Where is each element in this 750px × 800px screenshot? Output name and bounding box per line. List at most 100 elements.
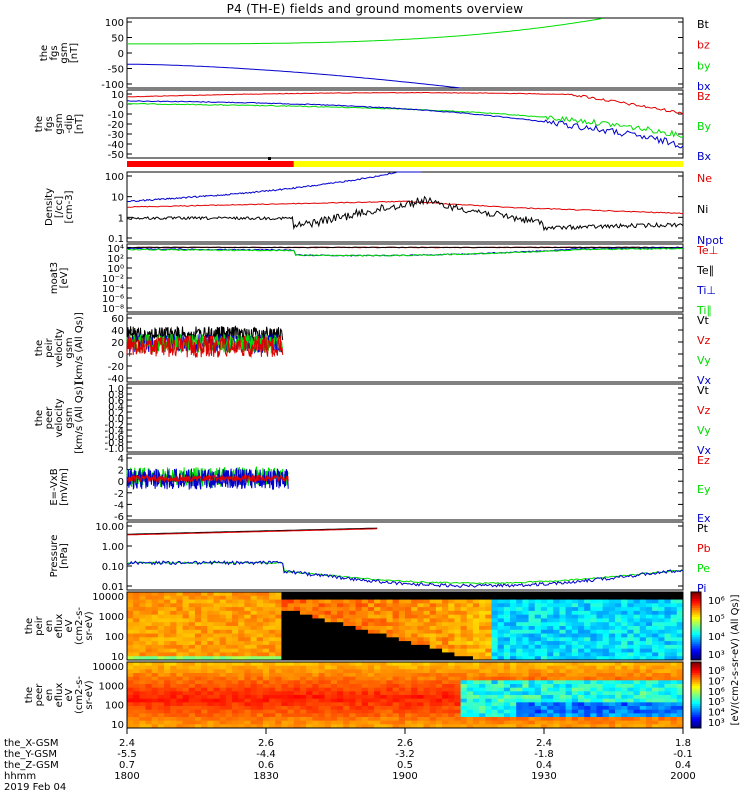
spectrogram-cell bbox=[355, 622, 363, 627]
spectrogram-cell bbox=[176, 633, 183, 638]
colorbar-cell bbox=[691, 610, 701, 613]
spectrogram-cell bbox=[448, 614, 455, 619]
spectrogram-cell bbox=[510, 687, 517, 692]
colorbar-cell bbox=[691, 717, 701, 720]
spectrogram-cell bbox=[448, 652, 455, 657]
spectrogram-cell bbox=[547, 595, 554, 600]
y-axis-label-line: [km/s (All Qs)] bbox=[74, 382, 85, 454]
spectrogram-cell bbox=[355, 724, 363, 729]
spectrogram-cell bbox=[658, 687, 665, 692]
spectrogram-cell bbox=[405, 622, 412, 627]
spectrogram-cell bbox=[139, 669, 146, 674]
spectrogram-cell bbox=[330, 648, 338, 653]
spectrogram-cell bbox=[250, 695, 258, 700]
spectrogram-cell bbox=[367, 662, 375, 667]
spectrogram-cell bbox=[188, 603, 196, 608]
spectrogram-cell bbox=[207, 656, 214, 661]
spectrogram-cell bbox=[442, 698, 449, 703]
spectrogram-cell bbox=[157, 641, 165, 646]
spectrogram-cell bbox=[435, 644, 443, 650]
spectrogram-cell bbox=[293, 724, 301, 729]
spectrogram-cell bbox=[269, 633, 276, 638]
spectrogram-cell bbox=[615, 603, 622, 608]
spectrogram-cell bbox=[516, 691, 523, 696]
spectrogram-cell bbox=[392, 622, 400, 627]
spectrogram-cell bbox=[194, 717, 202, 722]
spectrogram-cell bbox=[238, 595, 245, 600]
spectrogram-cell bbox=[608, 599, 616, 604]
spectrogram-cell bbox=[194, 724, 202, 729]
spectrogram-cell bbox=[565, 644, 573, 650]
spectrogram-cell bbox=[157, 603, 165, 608]
spectrogram-cell bbox=[293, 599, 301, 604]
spectrogram-cell bbox=[349, 652, 356, 657]
spectrogram-cell bbox=[355, 695, 363, 700]
spectrogram-cell bbox=[454, 626, 461, 631]
spectrogram-cell bbox=[164, 724, 171, 729]
spectrogram-cell bbox=[164, 691, 171, 696]
spectrogram-cell bbox=[256, 665, 264, 670]
colorbar-cell bbox=[691, 605, 701, 609]
spectrogram-cell bbox=[355, 595, 363, 600]
spectrogram-cell bbox=[658, 698, 665, 703]
spectrogram-cell bbox=[219, 637, 227, 642]
spectrogram-cell bbox=[386, 724, 394, 729]
spectrogram-cell bbox=[337, 698, 344, 703]
spectrogram-cell bbox=[584, 633, 591, 638]
spectrogram-cell bbox=[429, 680, 437, 685]
spectrogram-cell bbox=[151, 665, 159, 670]
spectrogram-cell bbox=[182, 622, 190, 627]
spectrogram-cell bbox=[380, 618, 387, 623]
spectrogram-cell bbox=[355, 706, 363, 711]
spectrogram-cell bbox=[466, 724, 474, 729]
ytick-label: 100 bbox=[105, 18, 124, 29]
spectrogram-cell bbox=[602, 652, 610, 657]
spectrogram-cell bbox=[590, 610, 597, 616]
spectrogram-cell bbox=[553, 684, 560, 689]
spectrogram-cell bbox=[485, 633, 492, 638]
spectrogram-cell bbox=[652, 665, 659, 670]
spectrogram-cell bbox=[145, 622, 153, 627]
spectrogram-cell bbox=[466, 684, 474, 689]
spectrogram-cell bbox=[639, 592, 647, 597]
spectrogram-cell bbox=[164, 648, 171, 653]
spectrogram-cell bbox=[194, 637, 202, 642]
spectrogram-cell bbox=[194, 629, 202, 634]
y-axis-label-line: -dip bbox=[64, 114, 75, 133]
spectrogram-cell bbox=[213, 687, 221, 692]
spectrogram-cell bbox=[287, 706, 295, 711]
spectrogram-cell bbox=[633, 669, 641, 674]
spectrogram-cell bbox=[405, 717, 412, 722]
spectrogram-cell bbox=[522, 641, 529, 646]
spectrogram-cell bbox=[133, 607, 140, 612]
spectrogram-cell bbox=[540, 626, 548, 631]
spectrogram-cell bbox=[145, 607, 153, 612]
spectrogram-cell bbox=[133, 644, 140, 650]
spectrogram-cell bbox=[540, 709, 548, 714]
spectrogram-cell bbox=[337, 709, 344, 714]
spectrogram-cell bbox=[164, 676, 171, 681]
spectrogram-cell bbox=[232, 599, 239, 604]
spectrogram-cell bbox=[139, 629, 146, 634]
spectrogram-cell bbox=[207, 724, 214, 729]
spectrogram-cell bbox=[652, 691, 659, 696]
spectrogram-cell bbox=[182, 626, 190, 631]
spectrogram-cell bbox=[194, 644, 202, 650]
spectrogram-cell bbox=[349, 706, 356, 711]
spectrogram-cell bbox=[275, 706, 282, 711]
spectrogram-cell bbox=[293, 713, 301, 718]
spectrogram-cell bbox=[238, 637, 245, 642]
spectrogram-cell bbox=[485, 709, 492, 714]
spectrogram-cell bbox=[590, 629, 597, 634]
spectrogram-cell bbox=[256, 637, 264, 642]
spectrogram-cell bbox=[596, 652, 604, 657]
spectrogram-cell bbox=[232, 680, 239, 685]
spectrogram-cell bbox=[460, 633, 468, 638]
spectrogram-cell bbox=[485, 641, 492, 646]
spectrogram-cell bbox=[145, 626, 153, 631]
spectrogram-cell bbox=[602, 665, 610, 670]
spectrogram-cell bbox=[676, 706, 684, 711]
spectrogram-cell bbox=[244, 687, 251, 692]
spectrogram-cell bbox=[602, 687, 610, 692]
